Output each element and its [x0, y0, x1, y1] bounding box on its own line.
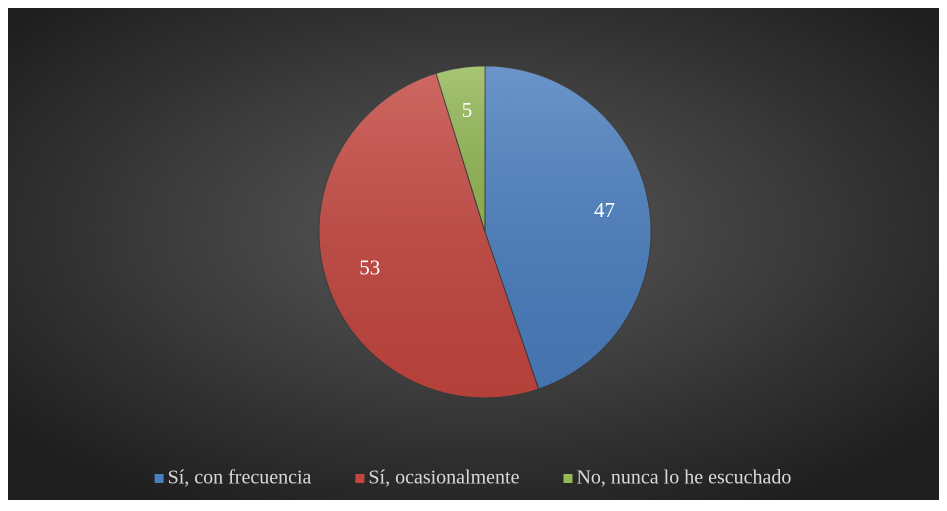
slice-sheen	[436, 66, 485, 232]
slice-sheen	[318, 73, 539, 399]
legend-swatch	[563, 474, 573, 483]
legend-swatch	[154, 474, 164, 483]
data-label: 5	[462, 98, 473, 122]
slice-sheen	[485, 66, 651, 390]
data-label: 47	[594, 198, 615, 222]
legend-label: Sí, con frecuencia	[168, 467, 312, 489]
legend-label: Sí, ocasionalmente	[368, 467, 519, 489]
legend-label: No, nunca lo he escuchado	[576, 467, 791, 489]
legend-swatch	[355, 474, 365, 483]
data-label: 53	[359, 255, 380, 279]
